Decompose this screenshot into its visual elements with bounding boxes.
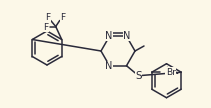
Text: Br: Br: [166, 68, 176, 77]
Text: N: N: [105, 31, 113, 41]
Text: F: F: [45, 13, 50, 22]
Text: N: N: [123, 31, 131, 41]
Text: N: N: [105, 61, 113, 71]
Text: F: F: [43, 23, 48, 32]
Text: S: S: [135, 71, 142, 81]
Text: F: F: [60, 13, 65, 22]
